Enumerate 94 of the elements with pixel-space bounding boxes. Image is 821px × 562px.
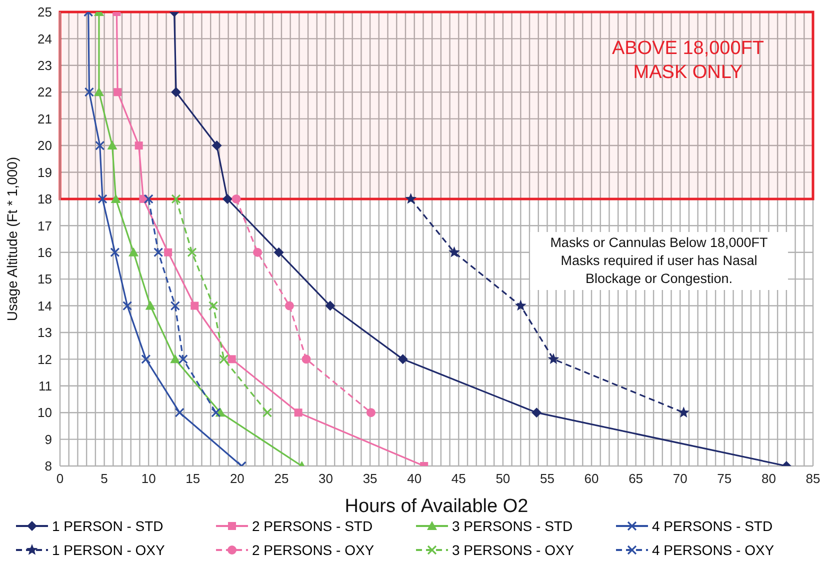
y-tick-label: 17 [38,218,52,234]
x-tick-label: 55 [540,471,554,486]
x-axis-title: Hours of Available O2 [344,496,528,517]
x-tick-label: 40 [407,471,422,486]
point [110,194,121,203]
x-tick-label: 20 [230,471,244,486]
annotation: Masks or Cannulas Below 18,000FT Masks required if user has Nasal Blockage or Congestion. [530,232,788,290]
y-axis-title: Usage Altitude (Ft * 1,000) [4,156,20,322]
y-tick-label: 24 [38,31,52,46]
y-tick-label: 19 [38,164,52,180]
point [171,87,182,98]
y-tick-label: 23 [38,58,52,74]
point [178,354,188,364]
point [141,354,151,364]
point [532,408,542,418]
x-tick-label: 70 [672,471,688,486]
y-tick-label: 14 [38,298,52,314]
x-tick-label: 10 [141,471,156,486]
point [448,246,460,258]
point [222,194,232,204]
point [325,300,336,311]
point [110,248,120,258]
point [128,247,139,256]
legend-label: 1 PERSON - STD [52,518,164,534]
point [253,248,262,257]
y-tick-label: 16 [38,244,52,260]
point [170,354,180,364]
point [84,87,94,97]
point [154,248,164,258]
legend-label: 4 PERSONS - OXY [652,542,774,558]
x-tick-label: 75 [717,471,732,486]
x-tick-label: 5 [100,471,108,486]
point [211,408,221,418]
point [262,408,272,418]
legend-label: 2 PERSONS - OXY [252,542,374,558]
point [302,354,311,364]
point [190,302,199,310]
point [548,353,560,364]
x-tick-label: 45 [451,471,466,486]
legend-label: 3 PERSONS - OXY [452,542,574,558]
y-tick-label: 15 [38,272,52,287]
x-tick-label: 85 [806,471,820,486]
x-tick-label: 15 [186,471,200,486]
legend-label: 4 PERSONS - STD [652,518,773,534]
band-label: ABOVE 18,000FT MASK ONLY [612,38,764,83]
point [232,194,241,204]
point [208,300,218,311]
legend-label: 1 PERSON - OXY [52,542,165,558]
x-tick-label: 35 [362,471,378,486]
y-tick-label: 8 [44,458,52,474]
point [144,194,154,204]
point [514,300,526,311]
point [95,140,105,150]
point [170,300,180,311]
point [398,354,408,364]
y-tick-label: 9 [44,432,52,447]
legend-label: 2 PERSONS - STD [252,518,373,534]
point [284,301,294,310]
point [122,300,132,311]
y-tick-label: 22 [38,84,52,100]
point [174,408,184,418]
y-tick-label: 18 [38,192,52,207]
y-tick-label: 12 [38,352,52,367]
x-tick-label: 80 [761,471,776,486]
point [274,247,284,258]
point [366,408,376,418]
x-tick-label: 25 [274,471,289,486]
point [228,355,236,364]
point [171,194,181,204]
point [134,142,143,150]
point [114,88,122,96]
point [94,87,104,96]
y-tick-label: 20 [38,138,52,154]
point [294,408,302,417]
y-tick-label: 13 [38,325,52,340]
x-tick-label: 60 [584,471,599,486]
y-tick-label: 11 [38,378,52,394]
legend-label: 3 PERSONS - STD [452,518,573,534]
x-tick-label: 50 [496,471,510,486]
x-tick-label: 65 [628,471,644,486]
point [405,192,417,204]
point [164,248,172,256]
x-tick-label: 30 [318,471,333,486]
y-tick-label: 25 [38,4,52,20]
point [98,194,108,204]
point [187,248,197,258]
y-tick-label: 10 [38,405,52,420]
x-tick-label: 0 [56,471,64,486]
point [107,140,118,150]
point [219,354,229,364]
point [212,140,222,151]
point [145,300,156,310]
y-tick-label: 21 [38,111,52,126]
point [678,406,690,418]
